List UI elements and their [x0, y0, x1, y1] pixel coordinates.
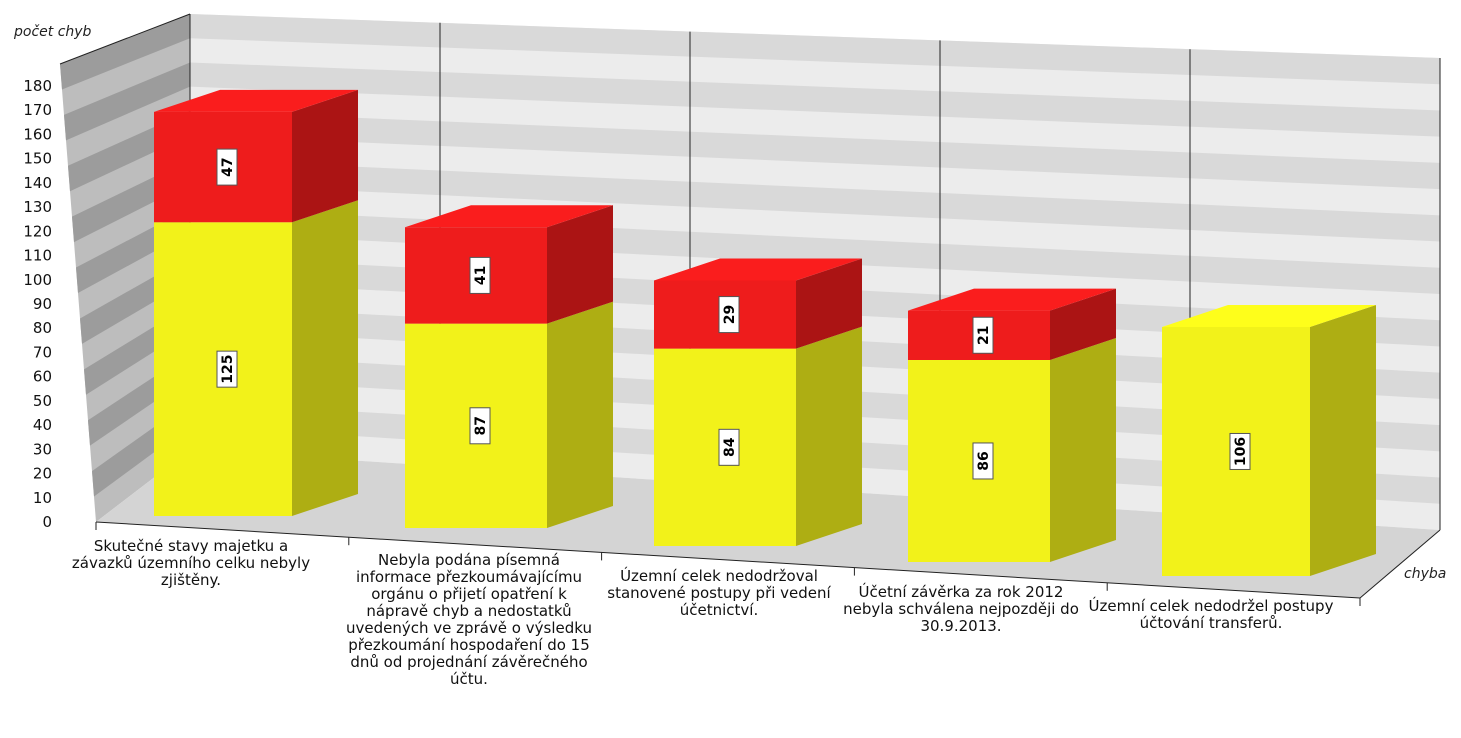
- bar-segment-top: [908, 288, 1116, 311]
- bar-value-text: 84: [722, 437, 738, 457]
- y-axis-title: počet chyb: [14, 24, 92, 40]
- bar-value-text: 29: [722, 305, 738, 324]
- bar-segment-side: [796, 258, 862, 349]
- y-tick-label: 60: [33, 368, 52, 386]
- y-tick-label: 150: [23, 150, 52, 168]
- grid-band: [190, 14, 1440, 85]
- bar-value-label: 106: [1229, 432, 1251, 470]
- bar-value-box: [972, 316, 994, 354]
- bar-value-box: [469, 407, 491, 445]
- bar-value-text: 86: [976, 451, 992, 470]
- bar-segment-side: [547, 301, 613, 528]
- category-label: Územní celek nedodržoval stanovené postu…: [607, 567, 831, 619]
- bar-value-label: 41: [469, 256, 491, 294]
- bar-value-box: [718, 428, 740, 466]
- bar-segment-side: [1050, 288, 1116, 360]
- y-axis-ticks: 0 10 20 30 40 50 60 70 80 90 100 110 120 130 140 150 160…: [23, 77, 52, 531]
- grid-band: [64, 62, 190, 141]
- bar-segment-side: [547, 205, 613, 324]
- category-label: Skutečné stavy majetku a závazků územníh…: [71, 537, 311, 589]
- grid-band: [60, 14, 190, 90]
- bar-value-box: [972, 442, 994, 480]
- y-tick-label: 100: [23, 271, 52, 289]
- y-tick-label: 50: [33, 392, 52, 410]
- bar-value-text: 47: [220, 157, 236, 176]
- y-tick-label: 120: [23, 222, 52, 240]
- bar-segment-top: [1162, 304, 1376, 327]
- bar-segment-side: [292, 89, 358, 223]
- y-tick-label: 0: [42, 513, 52, 531]
- y-tick-label: 160: [23, 125, 52, 143]
- y-tick-label: 90: [33, 295, 52, 313]
- bar-value-box: [1229, 432, 1251, 470]
- grid-band: [190, 159, 1440, 242]
- bar-segment-side: [796, 326, 862, 546]
- y-tick-label: 20: [33, 465, 52, 483]
- bar-value-text: 41: [473, 266, 489, 285]
- wall-edge: [59, 13, 191, 65]
- bar-value-label: 47: [216, 148, 238, 186]
- bar-segment-top: [154, 89, 358, 112]
- bar-value-text: 87: [473, 416, 489, 435]
- y-tick-label: 10: [33, 489, 52, 507]
- bar-value-label: 86: [972, 442, 994, 480]
- category-label: Nebyla podána písemná informace přezkoum…: [346, 551, 592, 688]
- bar-value-label: 29: [718, 296, 740, 334]
- category-label: Územní celek nedodržel postupy účtování …: [1088, 597, 1334, 632]
- bar-value-label: 125: [216, 350, 238, 388]
- y-tick-label: 80: [33, 319, 52, 337]
- bar-value-label: 87: [469, 407, 491, 445]
- y-tick-label: 180: [23, 77, 52, 95]
- bar-segment-side: [1050, 337, 1116, 562]
- y-tick-label: 30: [33, 440, 52, 458]
- bar-value-box: [216, 350, 238, 388]
- bar-value-label: 21: [972, 316, 994, 354]
- category-label: Účetní závěrka za rok 2012 nebyla schvál…: [843, 583, 1079, 635]
- grid-band: [190, 110, 1440, 190]
- bar-value-text: 21: [976, 326, 992, 345]
- y-tick-label: 40: [33, 416, 52, 434]
- bar-segment-top: [405, 205, 613, 228]
- bars: 125 47 87 41 84 29 86 21 106: [154, 89, 1376, 576]
- bar-value-text: 106: [1233, 437, 1249, 466]
- grid-band: [190, 62, 1440, 137]
- bar-value-box: [216, 148, 238, 186]
- y-tick-label: 130: [23, 198, 52, 216]
- x-axis-title: chyba: [1404, 566, 1447, 582]
- bar-value-text: 125: [220, 355, 236, 384]
- bar-value-box: [469, 256, 491, 294]
- y-tick-label: 140: [23, 174, 52, 192]
- y-tick-label: 110: [23, 247, 52, 265]
- x-axis-line: [95, 521, 1361, 599]
- bar-value-box: [718, 296, 740, 334]
- bar-segment-top: [654, 258, 862, 281]
- bar-segment-side: [292, 200, 358, 517]
- bar-value-label: 84: [718, 428, 740, 466]
- y-tick-label: 70: [33, 343, 52, 361]
- bar-segment-side: [1310, 304, 1376, 576]
- y-tick-label: 170: [23, 101, 52, 119]
- floor-edge: [1359, 529, 1441, 599]
